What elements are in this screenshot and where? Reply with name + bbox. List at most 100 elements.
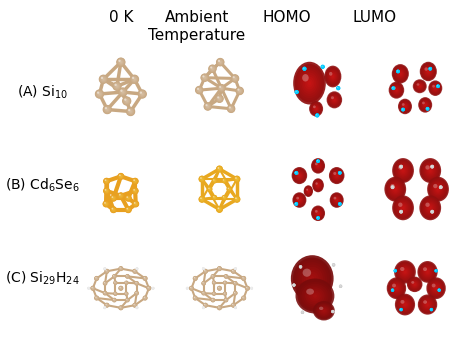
- Circle shape: [113, 209, 114, 210]
- Ellipse shape: [423, 267, 431, 276]
- Circle shape: [148, 288, 149, 289]
- Circle shape: [392, 87, 395, 90]
- Circle shape: [235, 292, 236, 294]
- Circle shape: [144, 297, 145, 298]
- Ellipse shape: [419, 263, 436, 281]
- Circle shape: [232, 270, 235, 273]
- Circle shape: [120, 89, 126, 95]
- Circle shape: [88, 287, 90, 289]
- Circle shape: [200, 177, 204, 181]
- Circle shape: [401, 166, 402, 167]
- Ellipse shape: [331, 194, 342, 206]
- Circle shape: [211, 275, 213, 276]
- Circle shape: [303, 67, 306, 71]
- Circle shape: [438, 289, 441, 292]
- Circle shape: [103, 292, 107, 295]
- Circle shape: [190, 287, 193, 290]
- Ellipse shape: [313, 294, 317, 298]
- Circle shape: [222, 178, 227, 183]
- Circle shape: [398, 71, 399, 72]
- Circle shape: [235, 282, 236, 284]
- Circle shape: [303, 67, 306, 70]
- Circle shape: [223, 281, 227, 284]
- Circle shape: [394, 270, 396, 272]
- Circle shape: [118, 193, 124, 198]
- Circle shape: [143, 276, 147, 281]
- Circle shape: [338, 202, 341, 205]
- Circle shape: [134, 203, 137, 205]
- Circle shape: [201, 281, 206, 286]
- Circle shape: [332, 263, 335, 267]
- Circle shape: [431, 309, 432, 310]
- Ellipse shape: [307, 189, 310, 194]
- Circle shape: [217, 166, 222, 172]
- Circle shape: [218, 85, 225, 91]
- Ellipse shape: [296, 197, 299, 199]
- Circle shape: [213, 293, 215, 294]
- Ellipse shape: [400, 73, 401, 75]
- Circle shape: [237, 89, 242, 93]
- Circle shape: [129, 110, 132, 113]
- Circle shape: [106, 180, 108, 182]
- Circle shape: [431, 166, 433, 168]
- Circle shape: [234, 282, 235, 283]
- Circle shape: [395, 270, 396, 271]
- Ellipse shape: [333, 196, 340, 204]
- Ellipse shape: [296, 66, 323, 100]
- Circle shape: [133, 269, 137, 273]
- Circle shape: [400, 309, 402, 310]
- Circle shape: [203, 268, 204, 269]
- Circle shape: [337, 86, 340, 90]
- Ellipse shape: [315, 107, 318, 110]
- Ellipse shape: [310, 103, 322, 115]
- Circle shape: [126, 195, 131, 201]
- Circle shape: [112, 208, 115, 211]
- Circle shape: [195, 278, 196, 279]
- Circle shape: [136, 268, 138, 270]
- Circle shape: [152, 287, 155, 289]
- Circle shape: [144, 278, 146, 279]
- Circle shape: [104, 202, 108, 206]
- Ellipse shape: [402, 169, 404, 172]
- Circle shape: [303, 68, 304, 69]
- Circle shape: [135, 181, 136, 182]
- Ellipse shape: [331, 170, 342, 182]
- Ellipse shape: [399, 265, 411, 279]
- Circle shape: [431, 309, 432, 310]
- Ellipse shape: [391, 184, 395, 188]
- Circle shape: [205, 271, 206, 272]
- Circle shape: [212, 195, 217, 200]
- Ellipse shape: [315, 181, 321, 189]
- Circle shape: [401, 108, 405, 111]
- Circle shape: [124, 98, 129, 104]
- Ellipse shape: [423, 162, 438, 179]
- Circle shape: [101, 77, 105, 81]
- Circle shape: [218, 84, 225, 92]
- Circle shape: [105, 270, 109, 273]
- Circle shape: [218, 267, 221, 271]
- Ellipse shape: [404, 106, 406, 107]
- Circle shape: [119, 267, 122, 270]
- Ellipse shape: [390, 183, 401, 195]
- Ellipse shape: [390, 83, 402, 97]
- Circle shape: [131, 76, 137, 82]
- Ellipse shape: [428, 205, 432, 210]
- Ellipse shape: [310, 102, 322, 116]
- Circle shape: [202, 307, 204, 309]
- Circle shape: [432, 166, 433, 167]
- Circle shape: [119, 286, 123, 290]
- Circle shape: [223, 292, 227, 295]
- Circle shape: [114, 299, 115, 301]
- Circle shape: [133, 202, 138, 206]
- Circle shape: [124, 281, 128, 285]
- Circle shape: [302, 312, 303, 313]
- Circle shape: [435, 270, 436, 271]
- Circle shape: [337, 88, 339, 89]
- Circle shape: [141, 93, 144, 95]
- Circle shape: [304, 68, 305, 69]
- Circle shape: [235, 177, 239, 181]
- Circle shape: [438, 289, 440, 292]
- Circle shape: [200, 177, 204, 181]
- Circle shape: [133, 303, 137, 307]
- Ellipse shape: [423, 199, 438, 217]
